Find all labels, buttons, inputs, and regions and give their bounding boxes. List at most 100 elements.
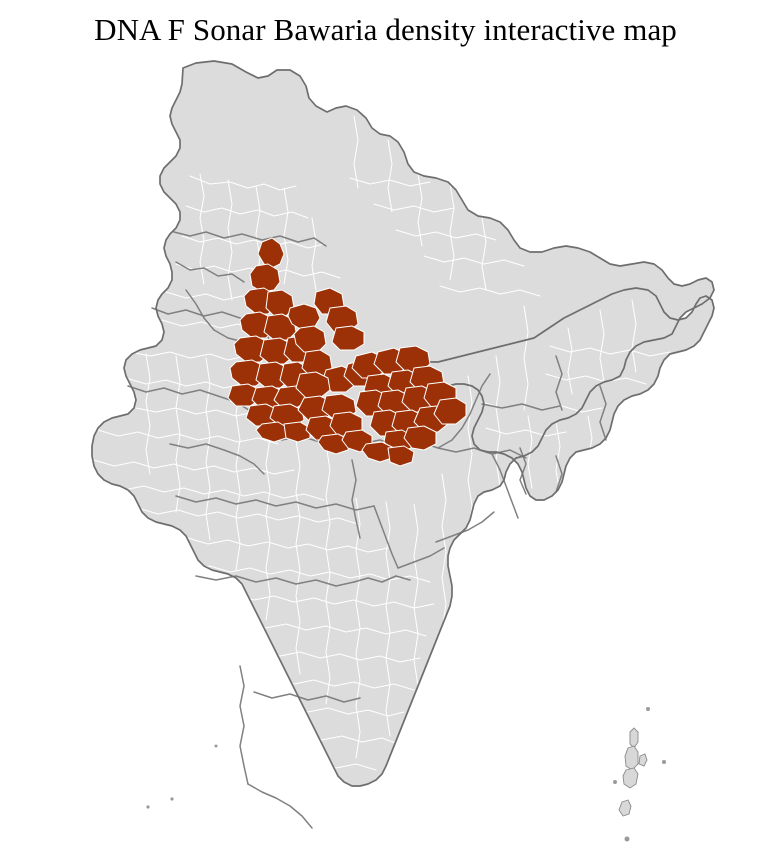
district-boundary xyxy=(423,255,525,267)
andaman-nicobar-islands-group xyxy=(613,707,666,842)
little-andaman-island xyxy=(618,799,632,817)
state-boundary-mp-chhattisgarh xyxy=(351,459,361,539)
highlighted-district xyxy=(433,397,467,425)
district-boundary xyxy=(387,139,393,213)
state-boundary-telangana-ap xyxy=(353,575,411,583)
state-boundary-assam-west xyxy=(555,355,563,411)
north-andaman-island xyxy=(629,727,639,749)
highlighted-district xyxy=(259,337,295,365)
state-boundary-punjab-haryana xyxy=(185,289,215,331)
district-boundary xyxy=(227,179,233,301)
district-boundary xyxy=(295,787,373,797)
district-boundary xyxy=(295,439,301,675)
district-boundary xyxy=(545,373,647,385)
district-boundary xyxy=(265,411,271,621)
state-boundary-karnataka-tn xyxy=(253,691,361,703)
district-boundary xyxy=(353,115,359,189)
state-boundary-odisha-ap xyxy=(435,511,495,543)
district-boundary xyxy=(311,217,317,291)
state-boundary-karnataka-kerala xyxy=(239,665,249,785)
district-boundary xyxy=(599,309,605,383)
district-boundary xyxy=(549,345,671,357)
india-map-svg[interactable] xyxy=(0,56,771,848)
district-boundary xyxy=(439,285,541,297)
district-boundary xyxy=(193,591,435,609)
india-outline-path xyxy=(91,60,715,787)
district-boundary xyxy=(523,305,529,411)
district-boundary xyxy=(181,235,325,249)
island-dot xyxy=(146,805,150,809)
ritchie-island xyxy=(638,753,648,767)
state-boundary-mp-maharashtra xyxy=(175,495,375,511)
state-boundary-rajasthan-south xyxy=(127,385,265,425)
highlighted-district xyxy=(249,263,281,293)
south-andaman-island xyxy=(622,767,639,789)
state-boundary-maharashtra-telangana xyxy=(373,505,399,569)
district-boundary xyxy=(349,177,431,187)
island-dot xyxy=(624,836,630,842)
island-dot xyxy=(170,797,174,801)
district-boundary xyxy=(567,327,573,395)
state-boundary-up-bihar xyxy=(437,373,491,449)
india-map-canvas[interactable] xyxy=(0,56,771,848)
state-boundary-chhattisgarh-odisha xyxy=(397,547,445,569)
district-boundary xyxy=(355,497,361,759)
district-boundary xyxy=(189,175,297,191)
district-boundary xyxy=(103,483,325,501)
state-boundary-manipur-mizoram xyxy=(555,455,563,493)
district-boundary xyxy=(185,205,309,219)
highlighted-district xyxy=(387,445,415,467)
district-boundary xyxy=(413,503,419,687)
district-boundary xyxy=(449,183,455,281)
district-boundary xyxy=(373,203,455,213)
state-boundary-jharkhand-wb xyxy=(491,453,519,519)
state-boundary-assam-meghalaya xyxy=(481,403,561,411)
district-boundary xyxy=(325,443,331,705)
district-boundary xyxy=(175,355,181,513)
island-dot xyxy=(613,780,617,784)
highlighted-district xyxy=(295,371,331,399)
district-boundary xyxy=(555,421,561,495)
district-boundary xyxy=(527,415,533,489)
district-boundary xyxy=(147,535,389,553)
district-boundary xyxy=(97,429,279,445)
state-boundary-kerala-tn xyxy=(247,783,313,829)
state-boundary-assam-nagaland xyxy=(599,385,607,441)
district-boundary xyxy=(485,427,567,437)
state-boundary-jk-hp xyxy=(173,231,327,247)
highlighted-district xyxy=(263,313,297,341)
district-boundary xyxy=(587,415,593,461)
highlighted-district xyxy=(403,425,437,451)
district-boundary xyxy=(467,375,473,533)
highlighted-district xyxy=(255,421,289,443)
district-boundary xyxy=(441,473,447,631)
district-boundary xyxy=(219,647,421,663)
highlighted-district xyxy=(257,237,285,269)
district-boundary xyxy=(385,501,391,737)
island-dot xyxy=(214,744,218,748)
district-boundary xyxy=(417,173,423,247)
district-boundary xyxy=(205,357,211,541)
district-boundary xyxy=(395,229,497,241)
district-boundary xyxy=(481,217,487,291)
lakshadweep-islands-group xyxy=(146,744,218,809)
district-boundary xyxy=(247,703,405,717)
district-boundary xyxy=(145,353,151,475)
district-boundary xyxy=(321,813,359,821)
state-boundary-hp-punjab xyxy=(175,261,245,283)
district-boundary xyxy=(275,759,377,771)
island-dot xyxy=(662,760,666,764)
district-boundary xyxy=(199,173,205,285)
district-boundary xyxy=(233,675,415,691)
state-boundary-maharashtra-karnataka xyxy=(195,575,355,587)
middle-andaman-island xyxy=(624,745,639,771)
district-boundary xyxy=(631,299,637,373)
island-dot xyxy=(646,707,650,711)
highlighted-districts-group[interactable] xyxy=(227,237,467,467)
highlighted-district xyxy=(331,325,365,351)
page-title: DNA F Sonar Bawaria density interactive … xyxy=(94,12,677,47)
state-boundary-gujarat-mp xyxy=(169,443,265,475)
highlighted-district xyxy=(361,441,395,463)
district-boundary xyxy=(137,507,359,525)
